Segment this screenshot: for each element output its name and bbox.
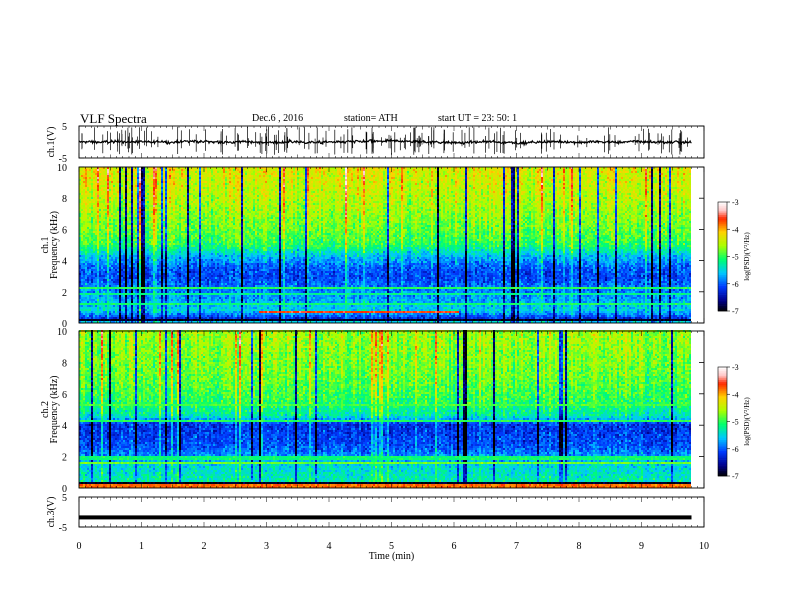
x-tick-label: 10 bbox=[699, 541, 709, 552]
colorbar-tick-label: -4 bbox=[732, 390, 739, 399]
ch1-waveform-trace bbox=[79, 127, 692, 155]
ch2-spectrogram-image bbox=[79, 330, 691, 488]
x-tick-label: 9 bbox=[639, 541, 644, 552]
colorbar-tick-label: -3 bbox=[732, 363, 739, 372]
y-tick-label: 5 bbox=[62, 493, 67, 504]
colorbar-tick-label: -6 bbox=[732, 280, 739, 289]
ch2-spectrogram-colorbar: -7 -6 -5 -4 -3 log(PSD)(V²/Hz) bbox=[718, 363, 751, 481]
y-tick-label: -5 bbox=[59, 523, 67, 534]
colorbar-tick-label: -5 bbox=[732, 253, 739, 262]
ch1-spectrogram-image bbox=[79, 167, 691, 323]
y-axis-label: ch.1(V) bbox=[46, 127, 57, 158]
ch1-spectrogram-colorbar: -7 -6 -5 -4 -3 log(PSD)(V²/Hz) bbox=[718, 198, 751, 316]
x-tick-label: 4 bbox=[327, 541, 332, 552]
colorbar-tick-label: -6 bbox=[732, 445, 739, 454]
y-axis-label: Frequency (kHz) bbox=[49, 375, 60, 443]
y-tick-label: 6 bbox=[62, 225, 67, 236]
x-tick-label: 8 bbox=[577, 541, 582, 552]
waveform-line bbox=[79, 515, 692, 519]
y-tick-label: 6 bbox=[62, 390, 67, 401]
y-tick-label: 10 bbox=[57, 163, 67, 174]
y-tick-label: 10 bbox=[57, 327, 67, 338]
y-tick-label: 2 bbox=[62, 453, 67, 464]
x-tick-label: 2 bbox=[202, 541, 207, 552]
x-tick-label: 6 bbox=[452, 541, 457, 552]
x-tick-label: 3 bbox=[264, 541, 269, 552]
colorbar-tick-label: -7 bbox=[732, 307, 739, 316]
colorbar-tick-label: -7 bbox=[732, 472, 739, 481]
y-tick-label: 5 bbox=[62, 122, 67, 133]
x-tick-label: 1 bbox=[139, 541, 144, 552]
y-tick-label: 8 bbox=[62, 358, 67, 369]
y-tick-label: 4 bbox=[62, 257, 67, 268]
x-axis-label: Time (min) bbox=[369, 551, 414, 562]
ch3-waveform-trace bbox=[79, 515, 692, 519]
y-axis-label: Frequency (kHz) bbox=[49, 211, 60, 279]
colorbar-tick-label: -3 bbox=[732, 198, 739, 207]
colorbar-tick-label: -5 bbox=[732, 418, 739, 427]
colorbar-tick-label: -4 bbox=[732, 225, 739, 234]
y-tick-label: 8 bbox=[62, 194, 67, 205]
x-tick-label: 0 bbox=[77, 541, 82, 552]
y-tick-label: 2 bbox=[62, 288, 67, 299]
y-tick-label: 4 bbox=[62, 421, 67, 432]
waveform-line bbox=[79, 140, 692, 145]
x-tick-label: 7 bbox=[514, 541, 519, 552]
ch3-waveform-axes: -5 5 ch.3(V) bbox=[46, 493, 704, 534]
colorbar-label: log(PSD)(V²/Hz) bbox=[743, 232, 751, 281]
y-axis-label: ch.3(V) bbox=[46, 497, 57, 528]
colorbar-label: log(PSD)(V²/Hz) bbox=[743, 397, 751, 446]
